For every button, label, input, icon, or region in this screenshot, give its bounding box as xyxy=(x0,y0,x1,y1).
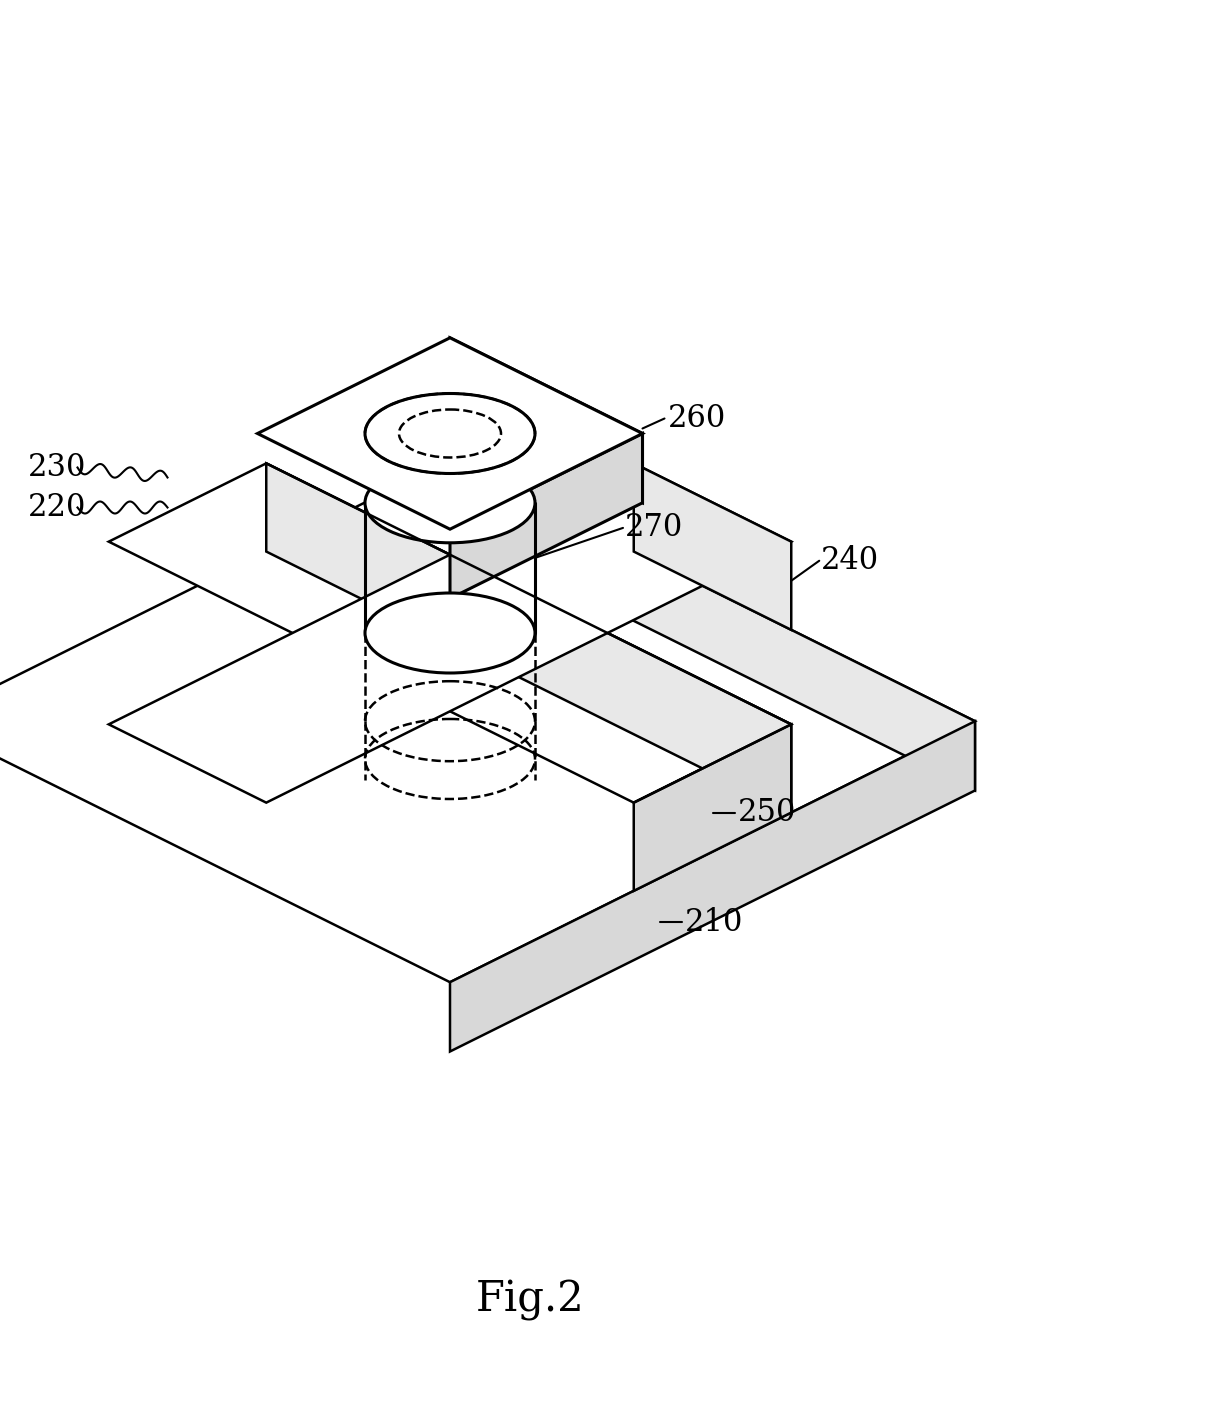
Polygon shape xyxy=(257,338,643,529)
Ellipse shape xyxy=(365,462,535,543)
Polygon shape xyxy=(266,464,791,812)
Polygon shape xyxy=(450,460,975,791)
Text: 240: 240 xyxy=(821,546,879,577)
Polygon shape xyxy=(109,464,791,802)
Text: 270: 270 xyxy=(625,512,683,543)
Ellipse shape xyxy=(365,594,535,673)
Polygon shape xyxy=(633,464,791,630)
Polygon shape xyxy=(109,464,791,802)
Polygon shape xyxy=(633,725,791,891)
Polygon shape xyxy=(450,338,643,503)
Polygon shape xyxy=(0,460,975,983)
Text: 250: 250 xyxy=(738,797,796,828)
Text: 230: 230 xyxy=(28,453,86,484)
Polygon shape xyxy=(450,721,975,1052)
Text: 260: 260 xyxy=(667,403,725,434)
Text: 210: 210 xyxy=(685,907,744,938)
Polygon shape xyxy=(450,433,643,598)
Text: Fig.2: Fig.2 xyxy=(475,1279,585,1321)
Text: 220: 220 xyxy=(28,492,86,523)
